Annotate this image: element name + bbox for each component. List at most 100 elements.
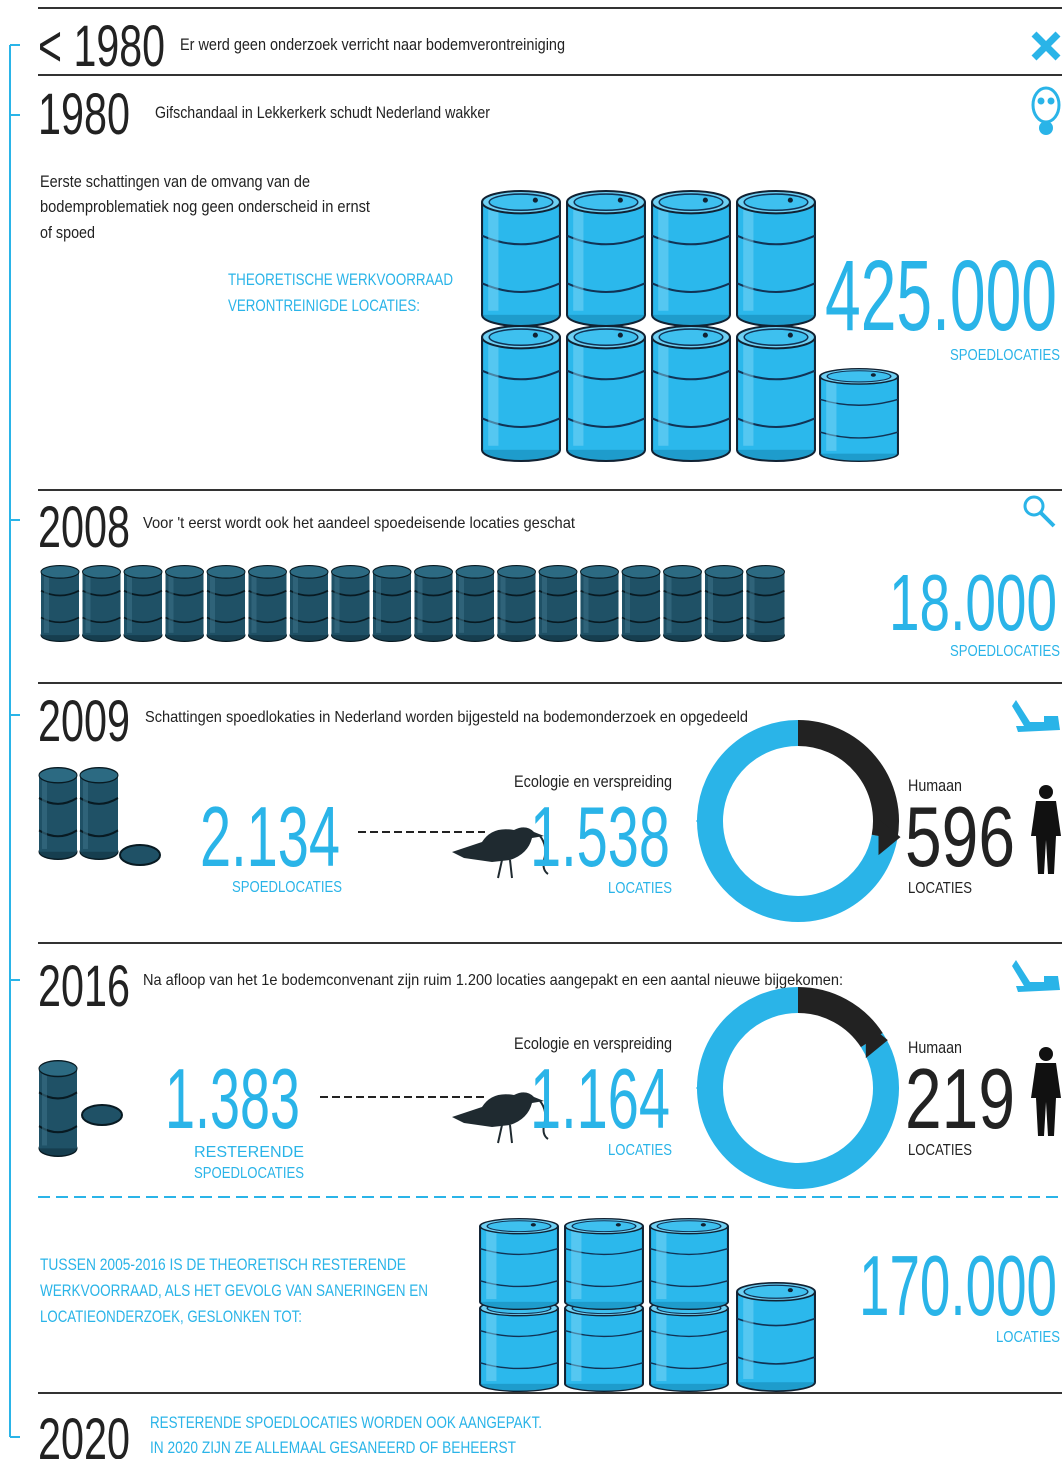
year: 2016 <box>38 954 130 1019</box>
barrel <box>482 326 560 461</box>
barrel <box>737 326 815 461</box>
unit: LOCATIES <box>608 880 672 897</box>
barrel <box>664 566 702 642</box>
barrel <box>480 1219 558 1310</box>
barrel <box>498 566 536 642</box>
barrel <box>539 566 577 642</box>
headline: Er werd geen onderzoek verricht naar bod… <box>180 35 565 54</box>
headline: Voor 't eerst wordt ook het aandeel spoe… <box>143 515 576 532</box>
barrel <box>737 191 815 326</box>
headline: Schattingen spoedlokaties in Nederland w… <box>145 709 748 726</box>
barrel <box>622 566 660 642</box>
label: TUSSEN 2005-2016 IS DE THEORETISCH RESTE… <box>40 1255 406 1274</box>
barrel <box>124 566 162 642</box>
legs <box>498 1125 512 1143</box>
infographic: < 1980Er werd geen onderzoek verricht na… <box>0 0 1062 1459</box>
barrel <box>290 566 328 642</box>
unit: LOCATIES <box>608 1142 672 1159</box>
barrel-lid <box>120 845 160 865</box>
big-figure: 425.000 <box>825 240 1057 352</box>
mask-filter <box>1039 121 1053 135</box>
unit: LOCATIES <box>908 880 972 897</box>
big-figure: 596 <box>905 790 1015 885</box>
barrel <box>705 566 743 642</box>
unit: SPOEDLOCATIES <box>950 643 1060 660</box>
excavator-icon <box>1012 700 1060 732</box>
year: 1980 <box>38 82 130 147</box>
unit: SPOEDLOCATIES <box>232 879 342 896</box>
big-figure: 1.164 <box>530 1052 670 1147</box>
label: RESTERENDE SPOEDLOCATIES WORDEN OOK AANG… <box>150 1413 542 1432</box>
mask-eye <box>1048 98 1055 105</box>
donut-human <box>798 1000 872 1040</box>
label: IN 2020 ZIJN ZE ALLEMAAL GESANEERD OF BE… <box>150 1438 516 1457</box>
unit: SPOEDLOCATIES <box>194 1165 304 1182</box>
barrel-lid <box>82 1105 122 1125</box>
barrel <box>820 369 898 462</box>
gas-mask-icon <box>1033 88 1059 135</box>
year: 2020 <box>38 1407 130 1459</box>
barrel <box>83 566 121 642</box>
year: 2009 <box>38 689 130 754</box>
mask-head <box>1033 88 1059 122</box>
barrel <box>652 326 730 461</box>
barrel <box>482 191 560 326</box>
big-figure: 1.383 <box>165 1052 300 1147</box>
mask-eye <box>1038 98 1045 105</box>
body <box>1031 1063 1061 1136</box>
unit: SPOEDLOCATIES <box>950 347 1060 364</box>
barrel <box>567 326 645 461</box>
big-figure: 170.000 <box>859 1239 1057 1334</box>
body <box>1031 801 1061 874</box>
barrel <box>39 1061 77 1157</box>
barrel <box>332 566 370 642</box>
label: WERKVOORRAAD, ALS HET GEVOLG VAN SANERIN… <box>40 1281 428 1300</box>
barrel <box>737 1283 815 1391</box>
note: Eerste schattingen van de omvang van de <box>40 172 310 191</box>
barrel <box>456 566 494 642</box>
barrel <box>565 1301 643 1392</box>
barrel <box>39 768 77 860</box>
barrel <box>41 566 79 642</box>
head <box>1039 1047 1053 1061</box>
barrel <box>650 1301 728 1392</box>
barrel <box>565 1219 643 1310</box>
category-label: Ecologie en verspreiding <box>514 772 672 791</box>
note: bodemproblematiek nog geen onderscheid i… <box>40 197 370 216</box>
barrel <box>373 566 411 642</box>
label: VERONTREINIGDE LOCATIES: <box>228 296 420 315</box>
barrel <box>80 768 118 860</box>
headline: Na afloop van het 1e bodemconvenant zijn… <box>143 972 843 989</box>
barrel <box>249 566 287 642</box>
magnifier <box>1025 497 1043 515</box>
donut-human <box>798 733 886 837</box>
legs <box>498 860 512 878</box>
person-icon <box>1031 785 1061 874</box>
unit: LOCATIES <box>908 1142 972 1159</box>
barrel <box>207 566 245 642</box>
barrel <box>581 566 619 642</box>
x-icon <box>1034 34 1058 58</box>
headline: Gifschandaal in Lekkerkerk schudt Nederl… <box>155 103 490 122</box>
big-figure: 2.134 <box>200 790 340 885</box>
label: LOCATIEONDERZOEK, GESLONKEN TOT: <box>40 1307 302 1326</box>
barrel <box>480 1301 558 1392</box>
big-figure: 1.538 <box>530 790 670 885</box>
barrel <box>567 191 645 326</box>
person-icon <box>1031 1047 1061 1136</box>
big-figure: 18.000 <box>889 558 1057 647</box>
unit: RESTERENDE <box>194 1144 304 1161</box>
big-figure: 219 <box>905 1052 1015 1147</box>
excavator-icon <box>1012 960 1060 992</box>
magnifier-handle <box>1041 513 1054 526</box>
barrel <box>650 1219 728 1310</box>
unit: LOCATIES <box>996 1329 1060 1346</box>
barrel <box>166 566 204 642</box>
year: 2008 <box>38 495 130 560</box>
note: of spoed <box>40 223 95 242</box>
category-label: Ecologie en verspreiding <box>514 1034 672 1053</box>
barrel <box>415 566 453 642</box>
head <box>1039 785 1053 799</box>
barrel <box>652 191 730 326</box>
label: THEORETISCHE WERKVOORRAAD <box>228 270 453 289</box>
